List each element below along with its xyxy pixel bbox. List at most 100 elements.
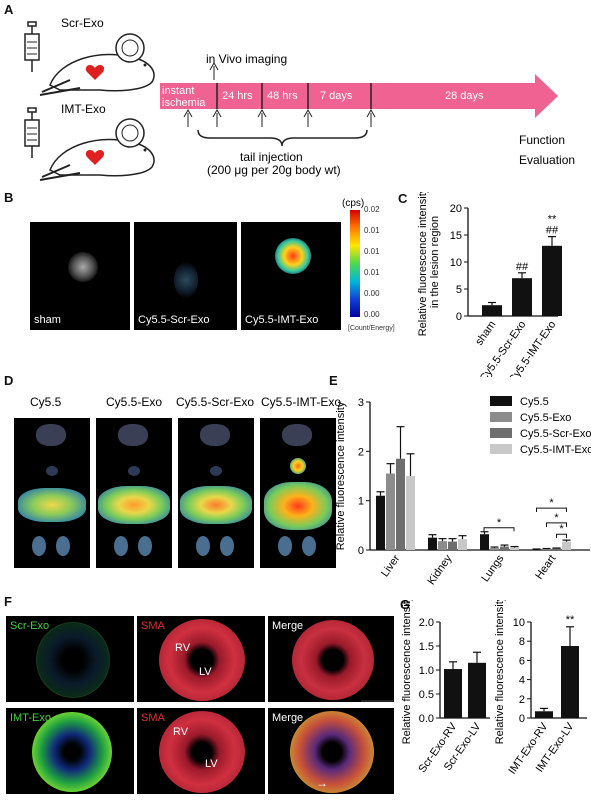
micro-label-merge: Merge [272,620,304,632]
organ-image-imt-exo [260,418,336,568]
y-tick-label: 4 [519,675,525,687]
x-tick-label: Kidney [425,552,454,587]
segment-28days: 28 days [445,90,484,102]
bar [500,546,509,550]
y-tick-label: 0 [358,545,364,557]
bar [448,541,457,550]
bar [444,669,462,718]
x-tick-label: Liver [379,553,403,580]
bar [458,539,467,550]
organ-image-label: Cy5.5-Exo [106,395,163,409]
mouse-icon [39,33,155,96]
arrow-icon: → [316,776,328,790]
colorbar-tick: 0.02 [364,205,380,214]
scale-label: 1 mm [366,689,394,701]
legend-label: Cy5.5-Exo [520,412,571,424]
ivis-image-imt: Cy5.5-IMT-Exo [241,222,341,330]
bar [376,495,385,550]
dose-label: (200 μg per 20g body wt) [207,163,341,177]
panel-label-e: E [329,373,338,388]
y-tick-label: 10 [450,257,462,269]
bar [480,534,489,550]
legend-label: Cy5.5 [520,396,549,408]
significance-label: ** [548,214,557,226]
legend-label: Cy5.5-IMT-Exo [520,444,591,456]
segment-48hrs: 48 hrs [267,90,298,102]
bar [482,305,502,316]
colorbar-tick: 0.01 [364,247,380,256]
significance-label: ** [566,614,575,626]
evaluation-label: Evaluation [519,153,576,167]
y-tick-label: 1.5 [419,641,434,653]
syringe-icon [24,107,40,158]
bar [542,549,551,550]
panel-label-b: B [4,190,14,205]
y-tick-label: 2.0 [419,617,434,629]
y-axis-label: Relative fluorescence intensity [401,600,413,744]
x-tick-label: Heart [533,553,558,582]
y-tick-label: 2 [519,694,525,706]
bar [438,541,447,550]
y-tick-label: 20 [450,203,462,215]
micro-scr-exo: Scr-Exo [6,616,134,702]
panel-label-d: D [4,373,14,388]
imaging-label: in Vivo imaging [206,52,288,66]
y-tick-label: 0 [456,311,462,323]
chart-g1: 0.0 0.5 1.0 1.5 2.0 Relative fluorescence int… [401,600,490,775]
significance-bracket [483,527,515,532]
bar [406,476,415,550]
micro-sma-2: SMA RV LV [137,708,265,794]
bar [396,458,405,550]
micro-sma-1: SMA RV LV [137,616,265,702]
y-axis-label: Relative fluorescence intensity [335,401,347,550]
panel-label-a: A [4,2,14,17]
organ-image-exo [96,418,172,568]
ivis-image-scr: Cy5.5-Scr-Exo [134,222,237,330]
bar [386,473,395,550]
significance-label: * [549,497,554,509]
y-tick-label: 0.5 [419,689,434,701]
legend-label: Cy5.5-Scr-Exo [520,428,591,440]
panel-a-schematic [24,21,558,181]
lv-label: LV [205,758,218,770]
y-axis-label: Relative fluorescence intensityin the le… [417,192,441,336]
group-label-imt: IMT-Exo [61,102,106,116]
significance-bracket [546,522,567,527]
image-caption: Cy5.5-IMT-Exo [245,314,319,326]
legend-swatch [490,396,512,406]
significance-label: * [559,523,564,535]
micro-merge-1: Merge [268,616,394,702]
bar [490,548,499,550]
x-tick-label: sham [473,319,498,348]
bar [428,537,437,550]
panel-label-f: F [4,594,12,609]
bar [552,548,561,550]
panel-label-g: G [400,597,411,612]
y-tick-label: 6 [519,655,525,667]
significance-label: * [554,512,559,524]
organ-image-label: Cy5.5-Scr-Exo [176,395,255,409]
chart-e: 0 1 2 3 Relative fluorescence intensity Liver… [335,396,591,587]
significance-label: ## [516,261,529,273]
syringe-icon [24,21,40,72]
colorbar-tick: 0.00 [364,310,380,319]
organ-image-scr-exo [178,418,254,568]
image-caption: sham [34,314,61,326]
legend-swatch [490,444,512,454]
micro-imt-exo: IMT-Exo [6,708,134,794]
colorbar-unit-top: (cps) [342,198,365,209]
bar [468,662,486,718]
lv-label: LV [199,666,212,678]
image-caption: Cy5.5-Scr-Exo [138,314,210,326]
y-axis-label: Relative fluorescence intensity [495,600,506,744]
y-tick-label: 3 [358,397,364,409]
bar [532,549,541,551]
y-tick-label: 10 [513,617,525,629]
legend-swatch [490,428,512,438]
legend-swatch [490,412,512,422]
bar [512,278,532,316]
chart-c: 0 5 10 15 20 Relative fluorescence intensityi… [417,192,562,377]
segment-7days: 7 days [320,90,353,102]
bar [510,547,519,550]
